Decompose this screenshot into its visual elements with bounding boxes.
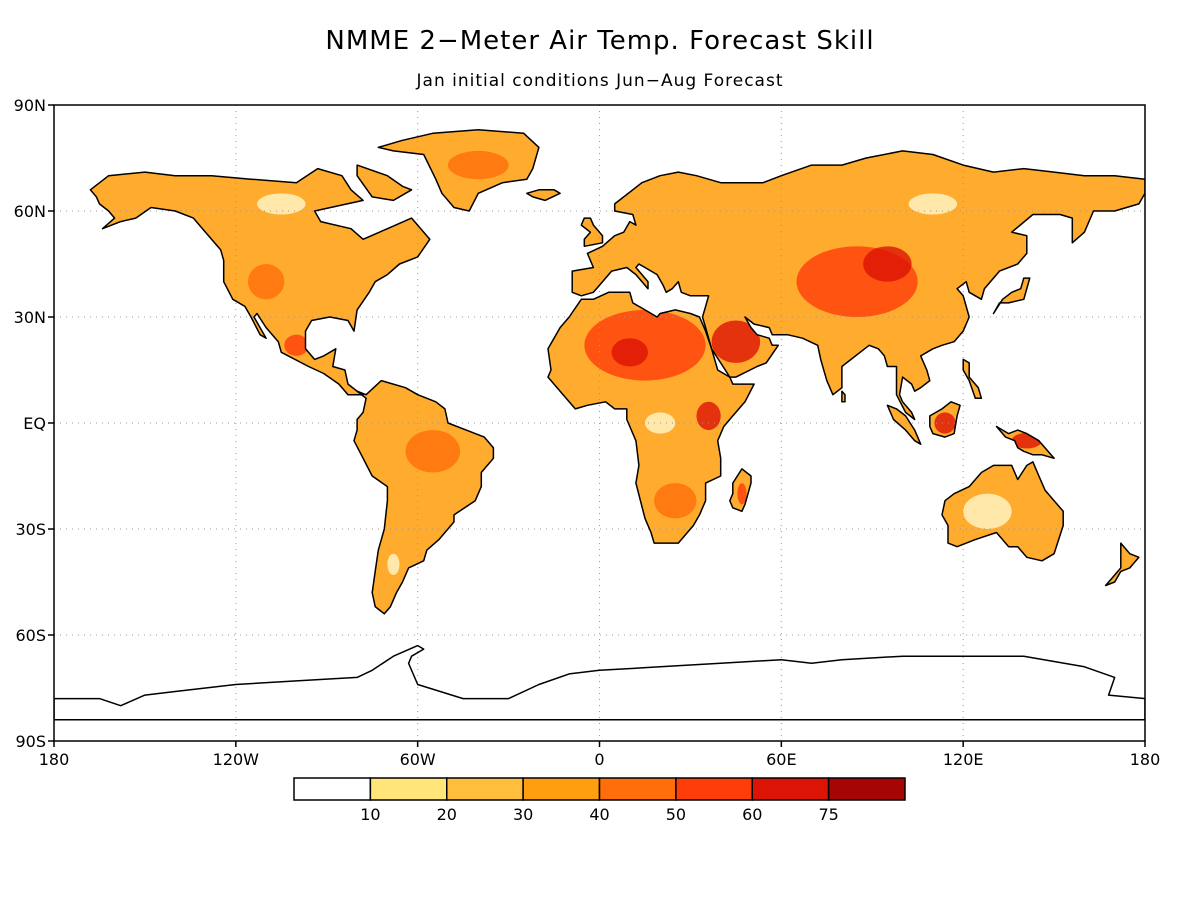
iceland-land (526, 189, 561, 201)
chart-title: NMME 2−Meter Air Temp. Forecast Skill (325, 26, 875, 56)
siberia-pale (908, 193, 958, 215)
lat-tick-label: 30N (14, 308, 46, 327)
borneo-coastline (929, 401, 961, 438)
lon-tick-label: 180 (1130, 750, 1161, 769)
antarctica-land (54, 645, 1145, 720)
canada-pale (257, 193, 306, 215)
colorbar-swatch (827, 777, 906, 801)
colorbar-swatch (675, 777, 753, 801)
great-britain-coastline (580, 217, 604, 248)
new-zealand-coastline (1104, 542, 1140, 587)
lon-tick-label: 60E (766, 750, 796, 769)
north-america-coastline (89, 167, 431, 396)
lon-tick-label: 60W (400, 750, 436, 769)
lon-tick-label: 120W (213, 750, 260, 769)
western-usa-hotspot (247, 264, 285, 300)
new-zealand-land (1105, 543, 1139, 586)
philippines-land (963, 359, 982, 399)
lat-tick-label: 90N (14, 96, 46, 115)
colorbar-swatch (293, 777, 372, 801)
patagonia-pale (387, 553, 400, 575)
lat-tick-label: 60N (14, 202, 46, 221)
lat-tick-label: 90S (15, 732, 46, 751)
sri-lanka-coastline (841, 390, 846, 403)
sumatra-coastline (886, 404, 922, 445)
baffin-island-coastline (356, 164, 413, 202)
lat-tick-label: EQ (23, 414, 46, 433)
lat-tick-label: 60S (15, 626, 46, 645)
eurasia-coastline (571, 150, 1145, 421)
australia-coastline (941, 461, 1064, 562)
madagascar-hotspot (737, 483, 747, 505)
colorbar-label: 20 (437, 805, 457, 824)
lon-tick-label: 0 (594, 750, 604, 769)
colorbar-label: 30 (513, 805, 533, 824)
axis-ticks: 180 120W 60W 0 60E 120E 180 90N 60N 30N EQ 30S 60S 90… (14, 96, 1161, 769)
colorbar-swatch (369, 777, 448, 801)
great-britain-land (581, 218, 603, 247)
colorbar-swatch (751, 777, 830, 801)
lat-tick-label: 30S (15, 520, 46, 539)
south-america-coastline (353, 379, 495, 615)
lon-tick-label: 180 (39, 750, 70, 769)
colorbar-label: 50 (666, 805, 686, 824)
amazon-hotspot (405, 430, 461, 473)
africa-coastline (547, 291, 755, 544)
colorbar-swatch (598, 777, 677, 801)
borneo-hotspot (934, 412, 956, 434)
lon-tick-label: 120E (943, 750, 984, 769)
sumatra-land (887, 405, 921, 445)
colorbar-swatch (446, 777, 524, 801)
south-america-land (354, 380, 494, 614)
australia-pale (963, 493, 1012, 529)
iceland-coastline (526, 189, 561, 202)
philippines-coastline (962, 358, 983, 400)
colorbar-label: 40 (589, 805, 609, 824)
sahara-core-hotspot (611, 338, 648, 367)
antarctica-coastline (54, 644, 1145, 721)
japan-land (993, 278, 1030, 314)
east-africa-hotspot (696, 401, 721, 431)
colorbar-label: 60 (742, 805, 762, 824)
southern-africa-hotspot (654, 483, 697, 519)
chart-subtitle: Jan initial conditions Jun−Aug Forecast (416, 71, 784, 91)
japan-coastline (992, 277, 1031, 315)
mongolia-hotspot (863, 246, 912, 282)
new-guinea-coastline (995, 425, 1055, 460)
colorbar-label: 10 (360, 805, 380, 824)
madagascar-coastline (729, 468, 752, 513)
baffin-island-land (357, 165, 412, 201)
greenland-hotspot (447, 150, 509, 180)
mexico-hotspot (284, 334, 309, 356)
gridlines (54, 105, 1145, 741)
colorbar: 10 20 30 40 50 60 75 (293, 777, 906, 824)
colorbar-label: 75 (818, 805, 838, 824)
colorbar-swatch (522, 777, 601, 801)
arabia-hotspot (711, 320, 761, 363)
coastlines (54, 128, 1145, 721)
greenland-coastline (377, 128, 540, 212)
